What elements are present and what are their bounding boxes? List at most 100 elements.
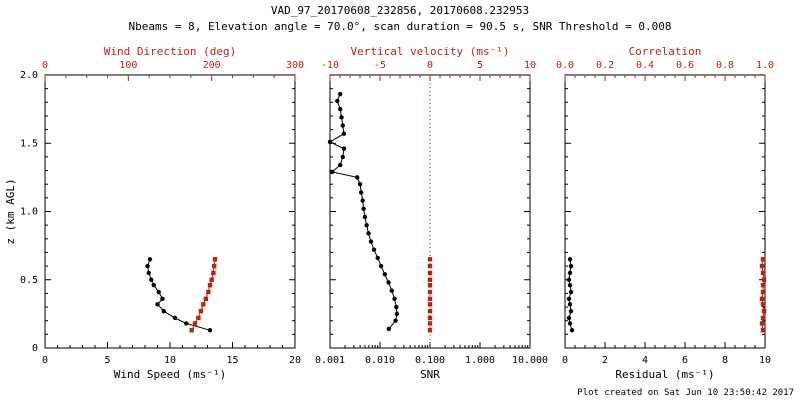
plot-title: VAD_97_20170608_232856, 20170608.232953 (270, 4, 530, 17)
residual-marker (566, 296, 572, 302)
wind-speed-marker (161, 308, 166, 314)
axis-tick-label: 0.001 (315, 355, 345, 366)
residual-marker (566, 315, 572, 321)
snr-profile-marker (375, 255, 380, 261)
wind-speed-marker (156, 289, 161, 295)
axis-tick-label: 0 (562, 355, 568, 366)
y-axis-tick-label: 1.5 (20, 138, 38, 149)
vertical-velocity-marker (427, 277, 433, 282)
vertical-velocity-marker (427, 302, 433, 307)
correlation-marker (760, 270, 766, 276)
correlation-marker (760, 289, 766, 295)
y-axis-tick-label: 0 (32, 343, 38, 354)
wind-direction-marker (211, 263, 217, 269)
snr-profile-marker (339, 115, 344, 120)
y-axis-tick-label: 2.0 (20, 70, 38, 81)
snr-profile-marker (335, 98, 340, 104)
snr-profile-marker (364, 222, 369, 228)
top-axis-title: Correlation (629, 45, 702, 58)
vertical-velocity-marker (427, 257, 433, 262)
axis-tick-label: -5 (374, 60, 386, 71)
residual-marker (567, 270, 573, 276)
snr-profile-marker (394, 311, 400, 317)
wind-direction-marker (209, 277, 214, 282)
residual-marker (567, 321, 573, 326)
wind-speed-marker (149, 277, 154, 282)
wind-direction-marker (206, 289, 211, 295)
wind-speed-marker (147, 257, 153, 262)
correlation-marker (760, 257, 766, 262)
wind-speed-line (146, 259, 211, 331)
axis-tick-label: 0.100 (415, 355, 445, 366)
residual-marker (567, 283, 573, 288)
vertical-velocity-marker (427, 270, 433, 276)
snr-profile-marker (340, 123, 345, 128)
y-axis-title: z (km AGL) (4, 178, 17, 244)
snr-profile-marker (392, 296, 397, 302)
wind-direction-marker (211, 270, 216, 276)
axis-tick-label: 300 (286, 60, 304, 71)
snr-profile-marker (371, 247, 377, 252)
snr-profile-marker (341, 146, 347, 151)
axis-tick-label: 5 (477, 60, 483, 71)
snr-profile-marker (358, 190, 364, 195)
snr-profile-marker (394, 304, 399, 310)
wind-speed-marker (184, 321, 189, 326)
residual-marker (568, 263, 574, 269)
axis-tick-label: 0.6 (676, 60, 694, 71)
correlation-marker (759, 296, 765, 302)
axis-tick-label: 0 (427, 60, 433, 71)
residual-marker (567, 257, 573, 262)
axis-tick-label: 0.8 (716, 60, 734, 71)
wind-speed-marker (207, 328, 213, 333)
correlation-marker (760, 328, 766, 333)
snr-profile-marker (338, 91, 343, 97)
axis-tick-label: 1.0 (756, 60, 774, 71)
axis-tick-label: 10 (524, 60, 536, 71)
residual-marker (567, 302, 573, 307)
wind-direction-marker (203, 296, 209, 302)
snr-profile-marker (386, 280, 391, 285)
vertical-velocity-marker (427, 328, 433, 333)
wind-direction-marker (207, 283, 213, 288)
wind-speed-marker (172, 315, 178, 321)
x-axis-title: SNR (420, 368, 440, 381)
correlation-marker (761, 308, 767, 314)
axis-tick-label: 100 (119, 60, 137, 71)
snr-profile-marker (338, 106, 343, 112)
snr-profile-marker (382, 272, 388, 277)
axis-tick-label: 0.010 (365, 355, 395, 366)
x-axis-title: Wind Speed (ms⁻¹) (114, 368, 227, 381)
vertical-velocity-marker (427, 283, 433, 288)
snr-profile-marker (360, 198, 365, 203)
snr-profile-marker (327, 139, 333, 145)
wind-direction-marker (196, 315, 201, 321)
wind-direction-line (191, 259, 216, 331)
snr-profile-marker (389, 288, 394, 293)
axis-tick-label: 15 (226, 355, 238, 366)
wind-direction-marker (212, 257, 218, 262)
x-axis-title: Residual (ms⁻¹) (615, 368, 714, 381)
residual-marker (568, 308, 574, 314)
axis-tick-label: 1.000 (465, 355, 495, 366)
snr-profile-marker (366, 231, 371, 236)
axis-tick-label: 0.2 (596, 60, 614, 71)
snr-profile-marker (338, 162, 343, 168)
axis-tick-label: 6 (682, 355, 688, 366)
panel-frame (564, 74, 766, 349)
top-axis-title: Wind Direction (deg) (104, 45, 236, 58)
correlation-marker (761, 277, 767, 282)
residual-marker (569, 328, 575, 333)
correlation-marker (760, 283, 766, 288)
correlation-marker (760, 302, 766, 307)
axis-tick-label: 10 (759, 355, 771, 366)
snr-profile-marker (357, 182, 363, 187)
axis-tick-label: 5 (104, 355, 110, 366)
wind-speed-marker (160, 296, 165, 302)
wind-speed-marker (146, 270, 151, 276)
axis-tick-label: 10 (164, 355, 176, 366)
wind-direction-marker (198, 308, 204, 314)
axis-tick-label: 2 (602, 355, 608, 366)
